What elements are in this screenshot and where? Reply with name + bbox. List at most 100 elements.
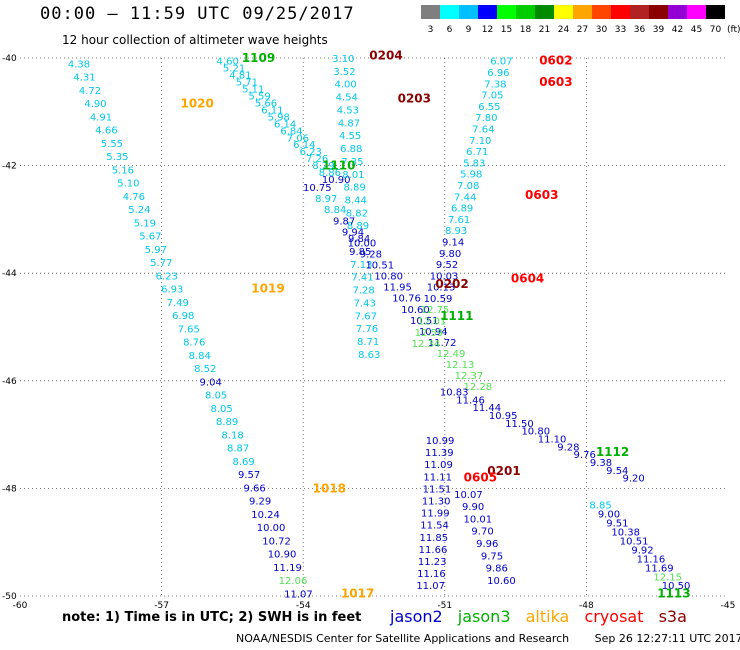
colorbar-swatch xyxy=(459,5,478,19)
wave-height-value: 8.89 xyxy=(343,183,365,194)
wave-height-value: 5.24 xyxy=(128,205,150,216)
footer: NOAA/NESDIS Center for Satellite Applica… xyxy=(236,632,740,645)
colorbar-tick: 70 xyxy=(710,25,722,35)
wave-height-value: 8.84 xyxy=(324,205,346,216)
wave-height-value: 7.13 xyxy=(350,260,372,271)
wave-height-value: 11.85 xyxy=(419,533,448,544)
wave-height-value: 8.52 xyxy=(194,364,216,375)
wave-height-value: 8.01 xyxy=(342,170,364,181)
wave-height-value: 4.72 xyxy=(79,86,101,97)
pass-label: 0204 xyxy=(369,48,402,62)
wave-height-value: 9.94 xyxy=(342,227,364,238)
wave-height-value: 11.10 xyxy=(538,435,567,446)
wave-height-value: 5.19 xyxy=(134,218,156,229)
colorbar-swatch xyxy=(649,5,668,19)
wave-height-value: 8.85 xyxy=(589,501,611,512)
wave-height-value: 11.54 xyxy=(420,521,449,532)
y-tick-label: -40 xyxy=(2,54,17,64)
wave-height-value: 5.71 xyxy=(236,78,258,89)
colorbar-swatch xyxy=(554,5,573,19)
wave-height-value: 9.90 xyxy=(462,502,484,513)
wave-height-value: 10.80 xyxy=(521,427,550,438)
wave-height-value: 8.69 xyxy=(232,457,254,468)
page-title: 00:00 – 11:59 UTC 09/25/2017 xyxy=(40,4,355,24)
wave-height-value: 9.80 xyxy=(439,249,461,260)
wave-height-value: 4.90 xyxy=(84,99,106,110)
wave-height-value: 11.23 xyxy=(418,557,447,568)
wave-height-value: 9.00 xyxy=(598,510,620,521)
wave-height-value: 7.38 xyxy=(484,79,506,90)
wave-height-value: 9.87 xyxy=(333,216,355,227)
wave-height-value: 9.04 xyxy=(200,377,222,388)
wave-height-value: 8.05 xyxy=(205,391,227,402)
wave-height-value: 9.57 xyxy=(238,470,260,481)
wave-height-value: 11.11 xyxy=(423,472,452,483)
wave-height-value: 9.70 xyxy=(471,527,493,538)
pass-label: 0201 xyxy=(487,464,520,478)
wave-height-value: 6.84 xyxy=(280,126,302,137)
colorbar-tick: 24 xyxy=(558,25,570,35)
colorbar-swatch xyxy=(421,5,440,19)
wave-height-value: 7.49 xyxy=(167,298,189,309)
wave-height-value: 7.35 xyxy=(341,157,363,168)
pass-label: 0605 xyxy=(464,471,497,485)
pass-label: 1113 xyxy=(657,586,690,600)
footer-timestamp: Sep 26 12:27:11 UTC 2017 xyxy=(594,632,740,645)
wave-height-value: 4.66 xyxy=(95,126,117,137)
colorbar-swatch xyxy=(535,5,554,19)
wave-height-value: 6.23 xyxy=(156,271,178,282)
wave-height-value: 8.86 xyxy=(319,168,341,179)
wave-height-value: 6.96 xyxy=(487,68,509,79)
wave-height-value: 12.34 xyxy=(412,339,441,350)
wave-height-value: 10.07 xyxy=(454,490,483,501)
pass-label: 0603 xyxy=(539,75,572,89)
colorbar-tick: 33 xyxy=(615,25,626,35)
wave-height-value: 10.76 xyxy=(392,294,421,305)
colorbar-tick: 36 xyxy=(634,25,646,35)
wave-height-value: 12.28 xyxy=(464,382,493,393)
colorbar-tick: 42 xyxy=(672,25,683,35)
wave-height-value: 4.60 xyxy=(217,57,239,68)
wave-height-value: 6.07 xyxy=(490,57,512,68)
wave-height-value: 9.52 xyxy=(436,260,458,271)
colorbar-tick: 39 xyxy=(653,25,665,35)
wave-height-value: 6.71 xyxy=(466,147,488,158)
legend-cryosat: cryosat xyxy=(584,607,644,626)
wave-height-value: 5.83 xyxy=(463,158,485,169)
wave-height-value: 8.93 xyxy=(445,226,467,237)
colorbar-swatch xyxy=(440,5,459,19)
wave-height-value: 7.64 xyxy=(472,124,494,135)
x-tick-label: -60 xyxy=(13,601,28,611)
wave-height-value: 4.31 xyxy=(73,73,95,84)
wave-height-value: 9.29 xyxy=(249,497,271,508)
colorbar-swatch xyxy=(516,5,535,19)
wave-height-value: 10.38 xyxy=(611,527,640,538)
wave-height-value: 4.91 xyxy=(90,112,112,123)
wave-height-value: 8.87 xyxy=(227,444,249,455)
colorbar-swatch xyxy=(706,5,725,19)
wave-height-value: 5.16 xyxy=(112,165,134,176)
wave-height-value: 9.84 xyxy=(348,234,370,245)
wave-height-value: 4.87 xyxy=(338,118,360,129)
colorbar-tick: 45 xyxy=(691,25,702,35)
wave-height-value: 9.85 xyxy=(349,247,371,258)
wave-height-value: 10.51 xyxy=(365,261,394,272)
wave-height-value: 9.92 xyxy=(631,545,653,556)
wave-height-value: 10.94 xyxy=(419,327,448,338)
wave-height-value: 12.59 xyxy=(415,328,444,339)
y-tick-label: -42 xyxy=(2,162,17,172)
colorbar-tick: 3 xyxy=(428,25,434,35)
wave-height-value: 11.72 xyxy=(428,338,457,349)
wave-height-value: 9.38 xyxy=(590,458,612,469)
wave-height-value: 6.98 xyxy=(172,311,194,322)
colorbar-swatch xyxy=(592,5,611,19)
wave-height-value: 6.93 xyxy=(161,285,183,296)
wave-height-value: 4.53 xyxy=(337,105,359,116)
wave-height-value: 12.49 xyxy=(437,349,466,360)
colorbar-tick: 18 xyxy=(520,25,532,35)
wave-height-value: 5.11 xyxy=(242,85,264,96)
pass-label: 1017 xyxy=(341,586,374,600)
y-tick-label: -46 xyxy=(2,377,17,387)
colorbar-tick: 9 xyxy=(466,25,472,35)
